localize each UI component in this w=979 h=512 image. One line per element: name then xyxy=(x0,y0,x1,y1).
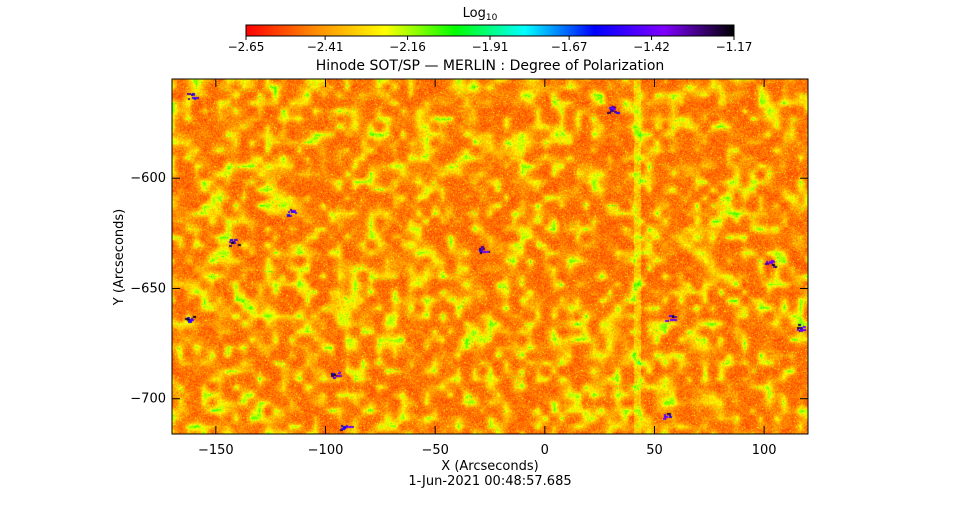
colorbar-ticks: −2.65 −2.41 −2.16 −1.91 −1.67 −1.42 −1.17 xyxy=(228,36,753,54)
colorbar-tick-label: −2.65 xyxy=(228,40,265,54)
heatmap-pixels xyxy=(172,79,808,434)
colorbar-label-base: Log xyxy=(463,6,486,21)
y-tick-label: −650 xyxy=(130,281,166,296)
x-axis-label: X (Arcseconds) xyxy=(441,459,538,474)
x-tick-label: 0 xyxy=(541,443,549,458)
timestamp: 1-Jun-2021 00:48:57.685 xyxy=(408,474,571,489)
x-tick-label: 100 xyxy=(752,443,777,458)
chart-title: Hinode SOT/SP — MERLIN : Degree of Polar… xyxy=(316,58,665,74)
colorbar-tick-label: −2.16 xyxy=(389,40,426,54)
colorbar-tick-label: −2.41 xyxy=(307,40,344,54)
y-axis-label: Y (Arcseconds) xyxy=(112,209,127,306)
colorbar-tick-label: −1.17 xyxy=(716,40,753,54)
x-tick-label: −50 xyxy=(421,443,448,458)
x-axis: −150 −100 −50 0 50 100 xyxy=(198,79,777,458)
heatmap-image xyxy=(172,79,808,434)
plot-frame xyxy=(171,78,809,435)
colorbar-tick-label: −1.42 xyxy=(633,40,670,54)
x-tick-label: −150 xyxy=(198,443,234,458)
colorbar-label-sub: 10 xyxy=(486,13,498,23)
x-tick-label: −100 xyxy=(308,443,344,458)
y-axis: −600 −650 −700 xyxy=(130,171,808,407)
colorbar-tick-label: −1.67 xyxy=(551,40,588,54)
y-tick-label: −700 xyxy=(130,392,166,407)
colorbar-label: Log10 xyxy=(463,6,498,23)
colorbar xyxy=(245,24,735,37)
y-tick-label: −600 xyxy=(130,171,166,186)
x-tick-label: 50 xyxy=(646,443,663,458)
colorbar-tick-label: −1.91 xyxy=(472,40,509,54)
